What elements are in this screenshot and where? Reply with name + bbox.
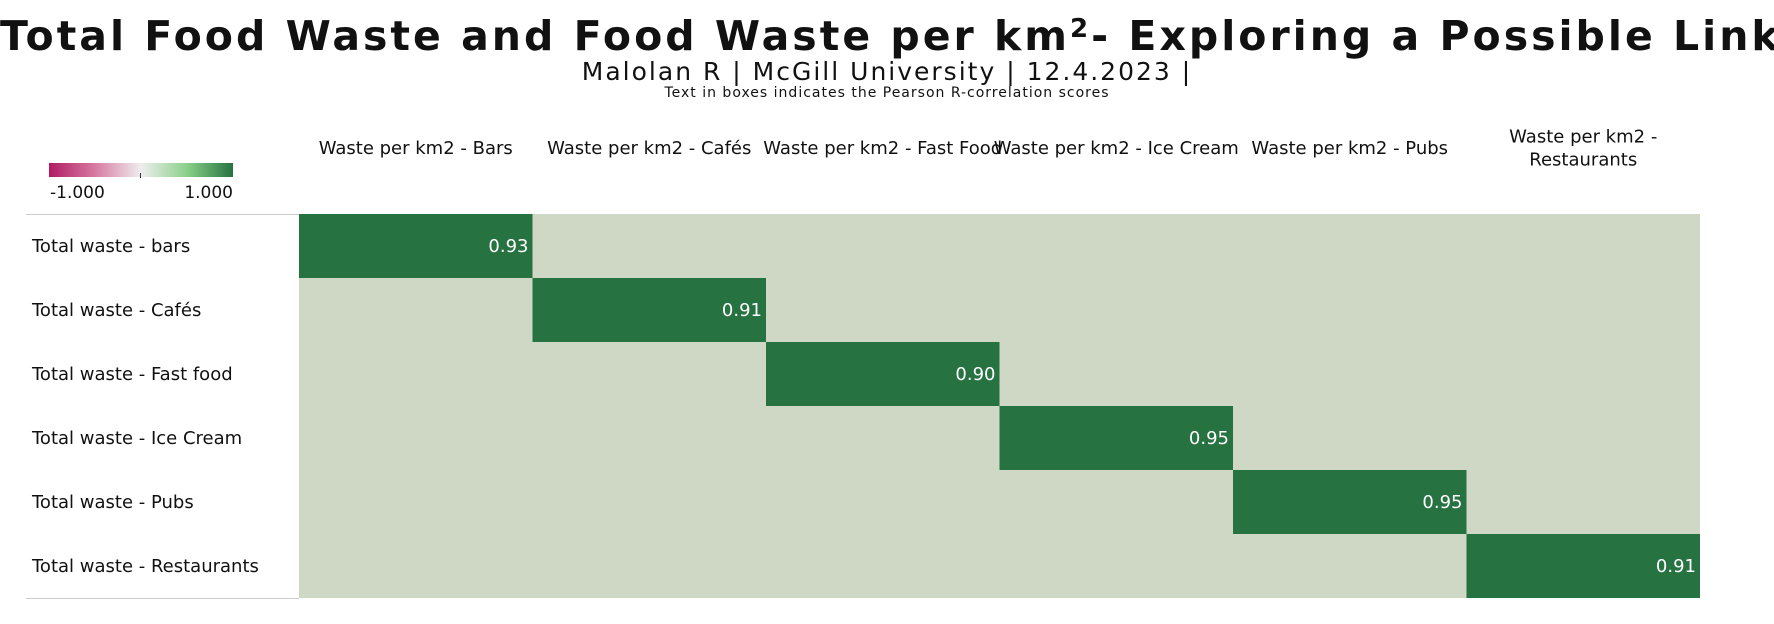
row-label: Total waste - Ice Cream [31,428,242,449]
color-legend-min-label: -1.000 [50,183,105,203]
chart-title-rest: - Exploring a Possible Link [1091,12,1774,60]
heatmap-cell [532,278,766,342]
heatmap-cell [766,342,1000,406]
color-legend: -1.000 1.000 [49,163,233,203]
color-legend-max-label: 1.000 [184,183,233,203]
column-label: Waste per km2 -Restaurants [1509,127,1657,171]
chart-caption: Text in boxes indicates the Pearson R-co… [664,85,1110,101]
heatmap-cell-value: 0.95 [1189,428,1229,449]
heatmap-cell [1466,534,1700,598]
heatmap-cell [999,406,1233,470]
chart-title: Total Food Waste and Food Waste per km2-… [0,12,1774,60]
heatmap-cell [1233,470,1467,534]
heatmap-cell-value: 0.90 [955,364,995,385]
row-label: Total waste - Fast food [31,364,233,385]
column-label: Waste per km2 - Fast Food [763,138,1002,159]
heatmap-cell-value: 0.91 [1656,556,1696,577]
row-label: Total waste - Restaurants [31,556,259,577]
heatmap-cell-value: 0.93 [488,236,528,257]
chart-subtitle: Malolan R | McGill University | 12.4.202… [581,57,1193,86]
chart-title-main: Total Food Waste and Food Waste per km [0,12,1071,60]
column-label: Waste per km2 - Bars [319,138,513,159]
color-legend-gradient [49,163,233,178]
column-label: Waste per km2 - Ice Cream [994,138,1239,159]
heatmap-cell-value: 0.91 [722,300,762,321]
row-label: Total waste - Pubs [31,492,194,513]
heatmap-cell-value: 0.95 [1422,492,1462,513]
column-label: Waste per km2 - Pubs [1251,138,1448,159]
row-label: Total waste - Cafés [31,300,201,321]
chart-title-superscript: 2 [1070,14,1092,44]
heatmap-cell [299,214,533,278]
color-legend-midpoint-tick [140,173,141,178]
column-label: Waste per km2 - Cafés [547,138,751,159]
row-label: Total waste - bars [31,236,190,257]
